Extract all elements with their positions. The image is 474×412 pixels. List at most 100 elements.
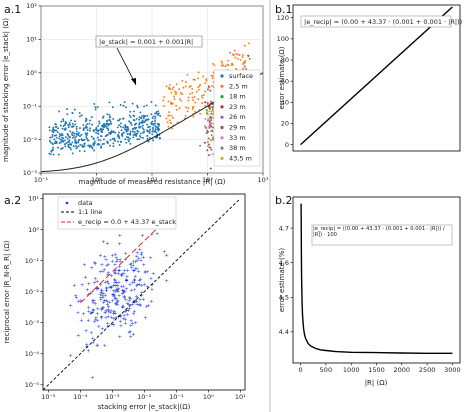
a1-point: [52, 148, 55, 151]
a2-point: +: [120, 271, 124, 277]
a1-point: [118, 119, 120, 122]
a2-point: +: [113, 263, 117, 269]
a2-point: +: [116, 286, 120, 292]
a2-point: +: [123, 321, 127, 327]
a2-point: +: [132, 287, 136, 293]
a2-point: +: [103, 310, 107, 316]
a1-point: [142, 136, 144, 139]
b2-formula: |e_recip| = ((0.00 + 43.37 · (0.001 + 0.…: [313, 226, 445, 238]
a2-point: +: [145, 284, 149, 290]
a1-xlabel: magnitude of measured resistance |R| (Ω): [79, 178, 226, 186]
a1-point: [167, 100, 170, 103]
a1-point: [80, 133, 83, 136]
a1-point: [154, 128, 157, 131]
a2-point: +: [138, 303, 142, 309]
a1-point: [100, 145, 103, 148]
a1-point: [58, 135, 61, 138]
a2-point: +: [130, 265, 134, 271]
a1-point: [130, 122, 132, 124]
a1-point: [55, 136, 58, 139]
a1-x-ticks: 10⁻¹ 10⁰ 10¹ 10² 10³: [34, 173, 269, 184]
a1-point: [208, 143, 210, 146]
a1-point: [150, 113, 153, 116]
a1-point: [90, 116, 93, 119]
a1-point: [52, 146, 55, 149]
a1-point: [138, 116, 141, 119]
a2-point: +: [106, 307, 110, 313]
a1-point: [154, 122, 156, 125]
a1-point: [151, 117, 154, 119]
a1-legend: surface 2,5 m 18 m 23 m 26 m 29 m 33 m 38 m 43,5…: [213, 69, 261, 167]
a1-point: [49, 136, 52, 139]
a1-point: [79, 143, 82, 146]
a1-point: [58, 137, 61, 140]
a2-point: +: [116, 289, 120, 295]
a1-point: [82, 124, 85, 126]
panel-a1-title: a.1: [4, 3, 21, 16]
a1-point: [51, 129, 54, 132]
a2-point: +: [127, 298, 131, 304]
a2-point: +: [74, 293, 78, 299]
a2-point: +: [140, 290, 144, 296]
a1-point: [210, 110, 213, 113]
b1-y-tick-label: 20: [281, 120, 289, 128]
a1-point: [72, 131, 74, 134]
a1-point: [204, 104, 207, 107]
a2-point: +: [95, 279, 99, 285]
a2-point: +: [114, 296, 118, 302]
a2-point: +: [123, 309, 127, 315]
a2-point: +: [95, 343, 99, 349]
a1-point: [206, 101, 209, 104]
a2-point: +: [121, 304, 125, 310]
a2-point: +: [121, 288, 125, 294]
a1-point: [64, 145, 67, 148]
a1-point: [206, 140, 209, 143]
a1-point: [112, 142, 115, 145]
a1-point: [111, 137, 114, 140]
a1-point: [117, 136, 120, 139]
a1-point: [208, 146, 211, 149]
a1-point: [210, 117, 212, 119]
a1-point: [68, 121, 71, 124]
a2-point: +: [112, 323, 116, 329]
a2-point: +: [99, 298, 103, 304]
a2-point: +: [116, 287, 120, 293]
a2-x-tick-label: 10⁻³: [105, 393, 120, 401]
a1-point: [155, 112, 158, 115]
a1-point: [168, 83, 171, 86]
a1-point: [128, 132, 131, 135]
a1-point: [76, 146, 79, 149]
a1-point: [78, 111, 81, 114]
a1-point: [193, 95, 196, 98]
a1-point: [146, 138, 149, 140]
a2-point: +: [105, 241, 109, 247]
a1-point: [86, 129, 89, 131]
a2-point: +: [129, 323, 133, 329]
a1-point: [188, 86, 191, 88]
a1-point: [96, 136, 99, 139]
a1-point: [97, 132, 100, 135]
a2-x-tick-label: 10⁻⁵: [41, 393, 56, 401]
a2-fit-line: [80, 216, 170, 304]
a1-point: [202, 75, 205, 78]
a2-point: +: [123, 257, 127, 263]
a1-point: [53, 138, 56, 141]
a2-point: +: [113, 309, 117, 315]
a1-point: [58, 110, 61, 113]
a1-point: [204, 101, 207, 104]
a1-point: [210, 125, 213, 128]
a2-point: +: [105, 279, 109, 285]
a1-point: [201, 96, 204, 99]
a2-point: +: [115, 302, 119, 308]
a2-point: +: [103, 255, 107, 261]
a1-point: [139, 111, 142, 114]
a1-legend-entry: 26 m: [229, 113, 246, 121]
a2-point: +: [90, 310, 94, 316]
b1-y-tick-label: 60: [281, 77, 289, 85]
a2-point: +: [109, 309, 113, 315]
a1-point: [71, 134, 74, 136]
a1-point: [86, 139, 89, 142]
a2-point: +: [150, 282, 154, 288]
a1-point: [163, 105, 165, 107]
a1-point: [50, 150, 53, 153]
